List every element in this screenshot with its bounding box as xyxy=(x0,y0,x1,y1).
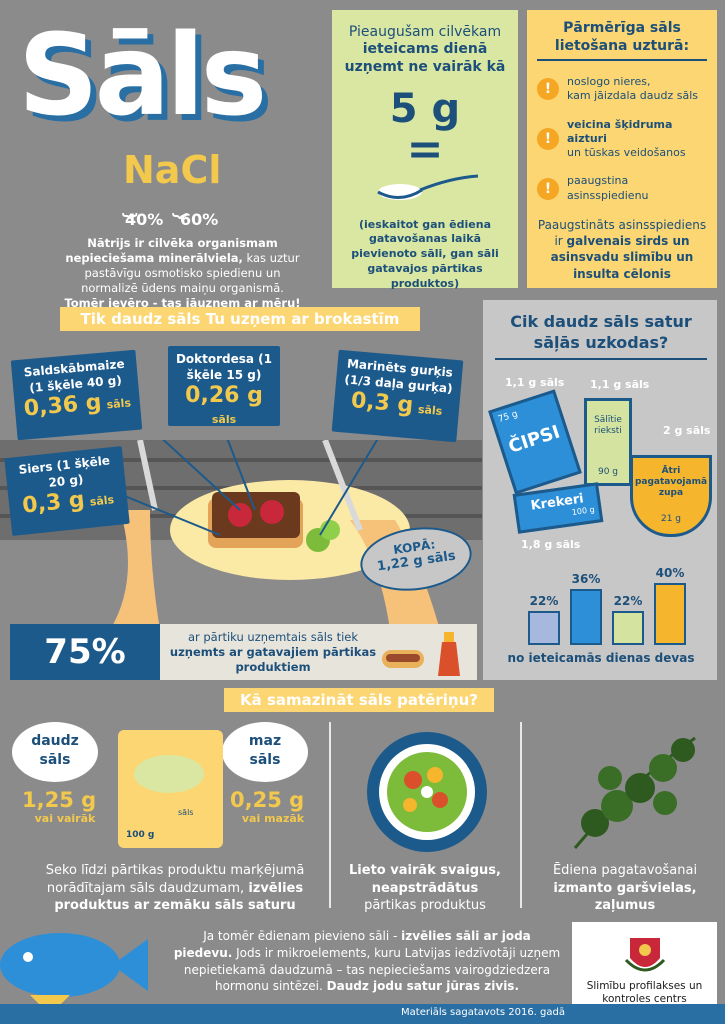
pack-salt-label: sāls xyxy=(178,808,194,817)
nuts-package: Sālītie rieksti 90 g xyxy=(584,398,632,486)
sausage-amount: 0,26 g xyxy=(185,383,263,409)
soup-size: 21 g xyxy=(660,514,682,525)
processed-percent: 75% xyxy=(10,624,160,680)
pointer-line xyxy=(319,440,379,536)
pickle-amount: 0,3 g xyxy=(349,388,415,419)
divider xyxy=(329,722,331,908)
sodium-percent: 40% xyxy=(125,210,164,229)
fast-food-icon xyxy=(382,632,460,676)
bar-chart-caption: no ieteicamās dienas devas xyxy=(507,651,695,665)
daily-limit-panel: Pieaugušam cilvēkam ieteicams dienā uzņe… xyxy=(332,10,518,290)
exclamation-icon: ! xyxy=(537,78,559,101)
cheese-sign: Siers (1 šķēle 20 g) 0,3 g sāls xyxy=(4,446,130,536)
chart-bar-label: 36% xyxy=(571,572,601,586)
chemical-formula: NaCl xyxy=(123,148,222,192)
salad-bowl-icon xyxy=(367,732,487,852)
logo-text: Slimību profilakses un kontroles centrs xyxy=(586,980,703,1006)
tip-labels: Seko līdzi pārtikas produktu marķējumā n… xyxy=(45,863,305,914)
high-salt-bubble: daudz sāls xyxy=(12,722,98,782)
snack-bar-chart: 22% 36% 22% 40% xyxy=(528,560,688,645)
processed-text: ar pārtiku uzņemtais sāls tiek uzņemts a… xyxy=(169,630,377,674)
high-salt-amount: 1,25 g xyxy=(22,788,97,812)
herbs-icon xyxy=(573,736,696,849)
low-salt-bubble: maz sāls xyxy=(222,722,308,782)
chart-bar-label: 22% xyxy=(613,594,643,608)
chart-bar xyxy=(654,583,686,645)
excess-footer: Paaugstināts asinsspiediens ir galvenais… xyxy=(537,218,707,281)
tip-fresh: Lieto vairāk svaigus, neapstrādātus pārti… xyxy=(349,863,501,914)
high-salt-sub: vai vairāk xyxy=(34,812,96,825)
page-title: Sāls xyxy=(18,11,267,141)
pointer-line xyxy=(162,440,241,511)
excess-panel: Pārmērīga sāls lietošana uzturā: ! noslo… xyxy=(527,10,717,288)
divider xyxy=(520,722,522,908)
crackers-amount: 1,8 g sāls xyxy=(521,538,581,551)
pointer-line xyxy=(109,489,221,536)
breakfast-heading: Tik daudz sāls Tu uzņem ar brokastīm xyxy=(60,307,420,331)
chips-amount: 1,1 g sāls xyxy=(505,376,565,389)
bread-amount: 0,36 g xyxy=(22,390,103,422)
excess-item-bold: noslogo nieres, xyxy=(567,75,651,88)
excess-item: ! noslogo nieres, kam jāizdala daudz sāls xyxy=(537,75,707,104)
exclamation-icon: ! xyxy=(537,128,559,151)
pack-size: 100 g xyxy=(126,830,155,840)
food-package: sāls 100 g xyxy=(118,730,223,848)
excess-item: ! veicina šķidruma aizturi un tūskas veid… xyxy=(537,118,707,161)
cheese-amount: 0,3 g xyxy=(21,487,86,519)
excess-item-bold: veicina šķidruma aizturi xyxy=(567,117,673,145)
brace-icon: ⏟ xyxy=(122,188,138,218)
low-salt-amount: 0,25 g xyxy=(230,788,305,812)
chart-bar-label: 22% xyxy=(529,594,559,608)
intro-warning: Tomēr ievēro - tas jāuzņem ar mēru! xyxy=(64,295,301,310)
excess-title: Pārmērīga sāls lietošana uzturā: xyxy=(537,20,707,61)
daily-note: (ieskaitot gan ēdiena gatavošanas laikā … xyxy=(351,217,499,290)
tip-herbs: Ēdiena pagatavošanai izmanto garšvielas,… xyxy=(552,863,698,914)
chart-bar xyxy=(528,611,560,645)
chart-bar-label: 40% xyxy=(655,566,685,580)
low-salt-sub: vai mazāk xyxy=(241,812,305,825)
sausage-label: Doktordesa (1 šķēle 15 g) xyxy=(175,352,273,382)
spkc-logo: Slimību profilakses un kontroles centrs xyxy=(572,922,717,1017)
iodine-text: Ja tomēr ēdienam pievieno sāli - izvēlie… xyxy=(173,929,561,994)
chlorine-percent: 60% xyxy=(180,210,219,229)
excess-item-text: un tūskas veidošanos xyxy=(567,146,686,160)
intro-body: kas uztur pastāvīgu osmotisko spiedienu … xyxy=(81,250,300,295)
excess-item-text: kam jāizdala daudz sāls xyxy=(567,89,698,103)
footer-text: Materiāls sagatavots 2016. gadā xyxy=(401,1007,565,1018)
intro-text: Nātrijs ir cilvēka organismam nepiecieša… xyxy=(60,236,305,311)
pickle-sign: Marinēts gurķis (1/3 daļa gurķa) 0,3 g s… xyxy=(331,349,464,443)
snacks-title: Cik daudz sāls satur sāļās uzkodas? xyxy=(495,312,707,360)
coat-of-arms-icon xyxy=(624,938,666,972)
excess-list: ! noslogo nieres, kam jāizdala daudz sāls… xyxy=(537,75,707,203)
nuts-size: 90 g xyxy=(597,466,619,477)
chart-bar xyxy=(570,589,602,645)
footer-bar: Materiāls sagatavots 2016. gadā xyxy=(0,1004,725,1024)
intro-bold: Nātrijs ir cilvēka organismam nepiecieša… xyxy=(65,236,278,265)
nuts-amount: 1,1 g sāls xyxy=(590,378,650,391)
sausage-sign: Doktordesa (1 šķēle 15 g) 0,26 g sāls xyxy=(168,346,280,426)
bread-sign: Saldskābmaize (1 šķēle 40 g) 0,36 g sāls xyxy=(10,349,143,441)
chart-bar xyxy=(612,611,644,645)
daily-line2: ieteicams dienā uzņemt ne vairāk kā xyxy=(344,41,506,76)
soup-cup: Ātri pagatavojamā zupa 21 g xyxy=(630,455,712,537)
excess-item-text: paaugstina asinsspiedienu xyxy=(567,174,649,202)
brace-icon: ⏟ xyxy=(172,188,188,218)
equals-sign: = xyxy=(406,124,444,176)
soup-label: Ātri pagatavojamā zupa xyxy=(634,466,708,498)
pointer-line xyxy=(226,440,256,511)
excess-item: ! paaugstina asinsspiedienu xyxy=(537,174,707,203)
daily-amount: 5 g xyxy=(389,86,461,133)
fish-icon xyxy=(0,933,148,1015)
reduce-heading: Kā samazināt sāls patēriņu? xyxy=(224,688,494,712)
soup-amount: 2 g sāls xyxy=(663,424,711,437)
daily-line1: Pieaugušam cilvēkam xyxy=(348,24,502,40)
nuts-label: Sālītie rieksti xyxy=(594,415,622,436)
exclamation-icon: ! xyxy=(537,177,559,200)
salt-spoon-icon xyxy=(377,174,479,200)
